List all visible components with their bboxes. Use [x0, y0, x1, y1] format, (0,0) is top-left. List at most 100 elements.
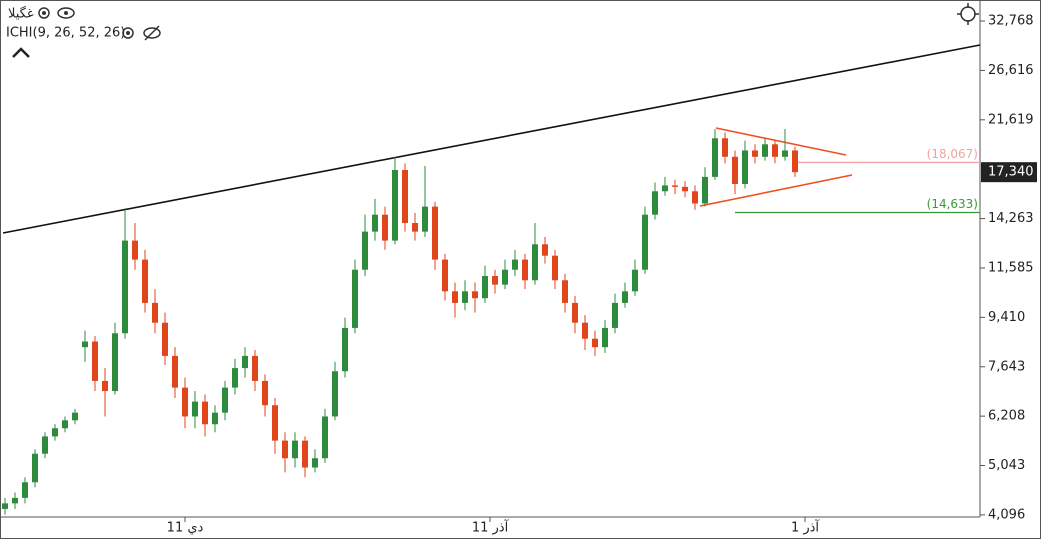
candle-body: [312, 458, 318, 468]
candle-body: [522, 259, 528, 281]
candle-body: [162, 322, 168, 356]
candle-body: [512, 259, 518, 270]
candle-body: [452, 291, 458, 303]
price-level-label: (18,067): [927, 147, 978, 161]
candle-body: [572, 302, 578, 323]
candle-body: [92, 341, 98, 381]
candle-body: [552, 255, 558, 281]
candle-body: [112, 333, 118, 392]
price-level-label: (14,633): [927, 197, 978, 211]
candle-body: [22, 482, 28, 498]
last-price-label: 17,340: [988, 165, 1034, 180]
frame: [0, 0, 1041, 539]
candle-body: [652, 191, 658, 215]
candle-body: [102, 380, 108, 392]
candle-body: [532, 244, 538, 281]
candle-body: [232, 368, 238, 388]
candle-body: [82, 341, 88, 348]
candle-body: [702, 176, 708, 204]
candle-body: [422, 206, 428, 232]
candle-body: [432, 206, 438, 260]
candle-body: [62, 420, 68, 429]
candle-body: [142, 259, 148, 303]
candle-body: [502, 269, 508, 285]
triangle-lower: [699, 174, 853, 207]
candle-body: [462, 291, 468, 303]
candle-body: [482, 275, 488, 299]
y-tick-label: 4,096: [988, 507, 1025, 522]
candle-body: [472, 291, 478, 299]
candle-body: [682, 186, 688, 192]
candle-body: [152, 302, 158, 323]
last-price-box: [981, 162, 1037, 183]
candle-body: [262, 380, 268, 406]
y-tick-label: 9,410: [988, 310, 1025, 325]
candle-body: [792, 150, 798, 173]
candle-body: [52, 428, 58, 437]
candle-body: [772, 144, 778, 157]
hide-icon[interactable]: [143, 25, 161, 41]
candle-body: [352, 269, 358, 328]
candle-body: [382, 214, 388, 241]
candle-body: [32, 453, 38, 483]
candle-body: [332, 371, 338, 417]
candle-body: [392, 169, 398, 241]
candle-body: [192, 401, 198, 417]
candle-body: [132, 240, 138, 260]
candle-body: [752, 150, 758, 157]
candle-body: [732, 156, 738, 184]
candle-body: [242, 355, 248, 369]
candle-body: [582, 322, 588, 339]
y-tick-label: 11,585: [988, 260, 1034, 275]
x-tick-label: 11 دي: [167, 521, 204, 536]
candle-body: [172, 355, 178, 388]
y-tick-label: 14,263: [988, 211, 1034, 226]
y-tick-label: 7,643: [988, 359, 1025, 374]
x-tick-label: 11 آذر: [472, 519, 510, 536]
candle-body: [692, 191, 698, 204]
candle-body: [402, 169, 408, 223]
y-tick-label: 32,768: [988, 14, 1034, 29]
candle-body: [72, 412, 78, 421]
candle-body: [222, 387, 228, 413]
candle-body: [762, 144, 768, 157]
candle-body: [722, 138, 728, 157]
candle-body: [182, 387, 188, 417]
candle-body: [592, 338, 598, 348]
candle-body: [212, 412, 218, 425]
candle-body: [372, 214, 378, 232]
candle-body: [562, 280, 568, 303]
crosshair-button[interactable]: [957, 3, 979, 25]
candle-body: [492, 275, 498, 285]
triangle-upper: [715, 127, 847, 156]
candle-body: [742, 150, 748, 184]
indicator-settings-icon[interactable]: [122, 27, 134, 39]
y-tick-label: 6,208: [988, 409, 1025, 424]
candle-body: [292, 440, 298, 459]
x-tick-label: 1 آذر: [791, 519, 820, 536]
candle-body: [622, 291, 628, 303]
candle-body: [2, 503, 8, 509]
settings-icon[interactable]: [38, 7, 50, 19]
candle-body: [712, 138, 718, 177]
candle-body: [662, 185, 668, 192]
candle-body: [672, 185, 678, 187]
visibility-icon[interactable]: [57, 7, 75, 19]
candle-body: [602, 327, 608, 348]
candle-body: [272, 405, 278, 441]
candle-body: [202, 401, 208, 425]
candle-body: [612, 302, 618, 328]
candle-body: [412, 222, 418, 232]
candle-body: [302, 440, 308, 468]
candle-body: [642, 214, 648, 270]
candle-body: [322, 416, 328, 459]
candle-body: [442, 259, 448, 292]
candle-body: [282, 440, 288, 459]
trendline: [2, 44, 981, 234]
y-tick-label: 5,043: [988, 458, 1025, 473]
candle-body: [632, 269, 638, 292]
collapse-button[interactable]: [12, 47, 30, 58]
indicator-label: ICHI(9, 26, 52, 26): [6, 26, 125, 41]
y-tick-label: 21,619: [988, 112, 1034, 127]
